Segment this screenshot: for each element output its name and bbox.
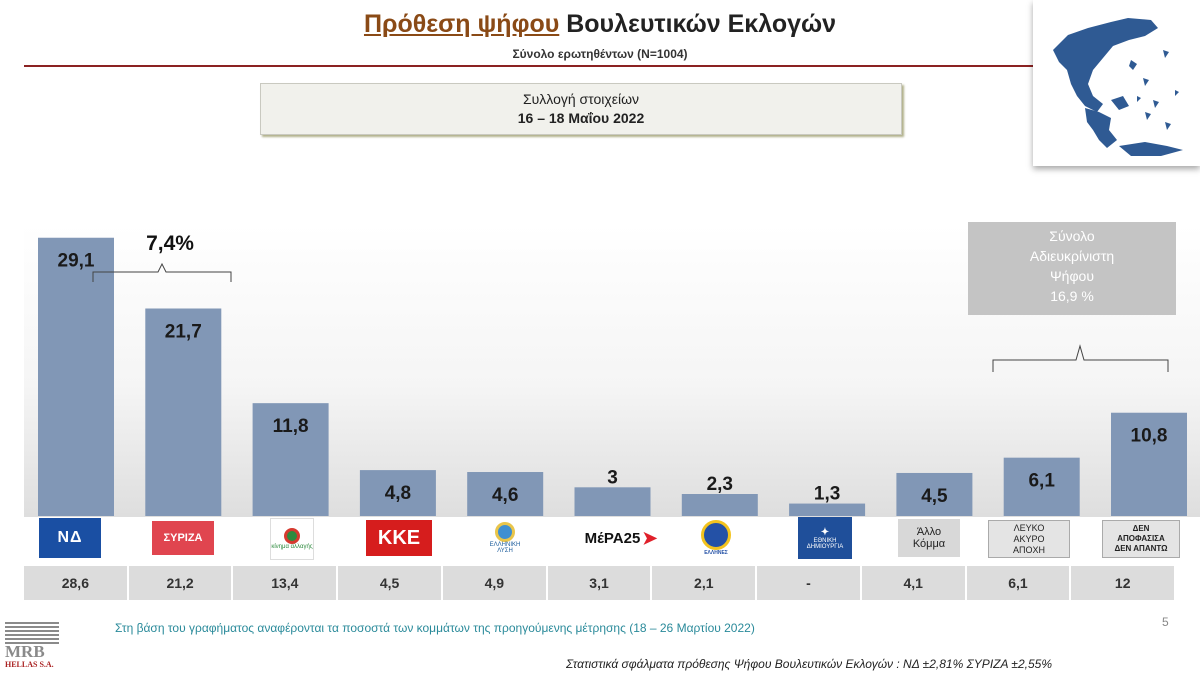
previous-value-cell: 4,5 (338, 566, 443, 600)
logo-kinal-text: κίνημα αλλαγής (271, 544, 313, 550)
undecided-line-1: Σύνολο (1049, 228, 1095, 244)
mera25-swoosh-icon: ➤ (642, 527, 658, 548)
logo-elliniki-lysi-text: ΕΛΛΗΝΙΚΗ ΛΥΣΗ (489, 542, 521, 554)
mrb-brand-sub: HELLAS S.A. (5, 660, 54, 669)
page-title: Πρόθεση ψήφου Βουλευτικών Εκλογών (0, 10, 1200, 39)
logo-mera25: ΜέΡΑ25 ➤ (582, 518, 660, 558)
logo-syriza: ΣΥΡΙΖΑ (152, 521, 214, 555)
logo-ellines-text: ΕΛΛΗΝΕΣ (704, 550, 728, 556)
undecided-brace (992, 344, 1169, 372)
bar (252, 403, 329, 516)
bar (574, 487, 651, 516)
bar-value-label: 4,5 (921, 486, 948, 507)
logo-kke-text: ΚΚΕ (377, 526, 421, 549)
logo-kke: ΚΚΕ (366, 520, 432, 556)
logo-allo-line-2: Κόμμα (912, 538, 946, 550)
previous-value-cell: 4,9 (442, 566, 548, 600)
undecided-line-4: 16,9 % (1050, 288, 1094, 304)
mrb-stripes-icon (5, 622, 59, 644)
difference-label: 7,4% (146, 232, 194, 255)
logo-ethniki-dimiourgia-text: ΕΘΝΙΚΗ ΔΗΜΙΟΥΡΓΙΑ (806, 537, 844, 550)
previous-value-cell: 28,6 (24, 566, 129, 600)
logo-ellines: ΕΛΛΗΝΕΣ (696, 518, 736, 558)
bar-value-label: 4,6 (492, 485, 518, 506)
bar (1111, 412, 1187, 516)
logo-den-line-3: ΔΕΝ ΑΠΑΝΤΩ (1114, 544, 1168, 553)
previous-value-cell: 3,1 (547, 566, 653, 600)
bar-value-label: 10,8 (1131, 426, 1168, 447)
logo-allo-line-1: Άλλο (916, 526, 942, 538)
title-part-1: Πρόθεση ψήφου (363, 10, 560, 38)
logo-lefko-line-1: ΛΕΥΚΟ (1013, 522, 1045, 533)
page-number: 5 (1162, 615, 1169, 629)
bar (896, 472, 973, 516)
bar (38, 237, 114, 516)
bar (681, 494, 758, 516)
bar-value-label: 3 (607, 467, 618, 488)
undecided-total-box: Σύνολο Αδιευκρίνιστη Ψήφου 16,9 % (968, 222, 1176, 315)
undecided-line-3: Ψήφου (1049, 268, 1094, 284)
logo-ethniki-dimiourgia: ✦ ΕΘΝΙΚΗ ΔΗΜΙΟΥΡΓΙΑ (798, 517, 852, 559)
previous-measurement-strip: 28,6 21,2 13,4 4,5 4,9 3,1 2,1-4,1 6,1 12 (24, 566, 1175, 600)
page-subtitle: Σύνολο ερωτηθέντων (N=1004) (512, 47, 688, 61)
previous-value-cell: - (757, 566, 862, 600)
title-part-2: Βουλευτικών Εκλογών (566, 10, 837, 38)
bar-value-label: 21,7 (165, 321, 202, 342)
previous-value-cell: 13,4 (233, 566, 339, 600)
logo-den-line-1: ΔΕΝ (1132, 524, 1150, 533)
title-rule (24, 65, 1036, 67)
logo-lefko-line-3: ΑΠΟΧΗ (1012, 544, 1045, 555)
collection-box: Συλλογή στοιχείων 16 – 18 Μαΐου 2022 (260, 83, 902, 135)
logo-mera25-text: ΜέΡΑ25 (584, 529, 641, 547)
previous-value-cell: 21,2 (128, 566, 234, 600)
logo-nd-text: ΝΔ (57, 529, 83, 546)
bar (145, 308, 222, 516)
collection-label: Συλλογή στοιχείων (522, 91, 640, 107)
mrb-logo: MRB HELLAS S.A. (5, 622, 59, 669)
logo-den: ΔΕΝ ΑΠΟΦΑΣΙΣΑ ΔΕΝ ΑΠΑΝΤΩ (1102, 520, 1180, 558)
ethniki-dimiourgia-icon: ✦ (820, 526, 830, 538)
undecided-line-2: Αδιευκρίνιστη (1029, 248, 1115, 264)
bar-value-label: 2,3 (707, 474, 733, 495)
logo-lefko: ΛΕΥΚΟ ΑΚΥΡΟ ΑΠΟΧΗ (988, 520, 1070, 558)
ellines-icon (701, 520, 731, 550)
bar-value-label: 29,1 (58, 251, 95, 272)
logo-lefko-line-2: ΑΚΥΡΟ (1013, 533, 1045, 544)
previous-value-cell: 2,1 (652, 566, 758, 600)
bar-value-label: 11,8 (273, 416, 309, 437)
previous-value-cell: 12 (1071, 566, 1175, 600)
kinal-icon (284, 528, 300, 544)
bar-value-label: 6,1 (1028, 471, 1055, 492)
logo-syriza-text: ΣΥΡΙΖΑ (163, 532, 203, 544)
bar-value-label: 4,8 (385, 483, 411, 504)
logo-nd: ΝΔ (39, 518, 101, 558)
greece-map (1033, 0, 1200, 166)
elliniki-lysi-icon (495, 522, 515, 542)
difference-brace (92, 262, 232, 282)
greece-map-icon (1053, 18, 1183, 156)
statistical-errors: Στατιστικά σφάλματα πρόθεσης Ψήφου Βουλε… (566, 657, 1052, 671)
collection-dates: 16 – 18 Μαΐου 2022 (517, 110, 645, 126)
bar (359, 470, 436, 516)
previous-value-cell: 4,1 (861, 566, 967, 600)
logo-kinal: κίνημα αλλαγής (270, 518, 314, 560)
logo-den-line-2: ΑΠΟΦΑΣΙΣΑ (1117, 534, 1165, 543)
bar (1003, 457, 1080, 516)
bar (789, 503, 866, 516)
logo-allo: Άλλο Κόμμα (898, 519, 960, 557)
bar-value-label: 1,3 (814, 484, 840, 505)
previous-value-cell: 6,1 (966, 566, 1072, 600)
mrb-brand: MRB (5, 642, 45, 661)
footnote: Στη βάση του γραφήματος αναφέρονται τα π… (115, 621, 755, 635)
logo-elliniki-lysi: ΕΛΛΗΝΙΚΗ ΛΥΣΗ (482, 518, 528, 558)
bar (467, 472, 544, 516)
